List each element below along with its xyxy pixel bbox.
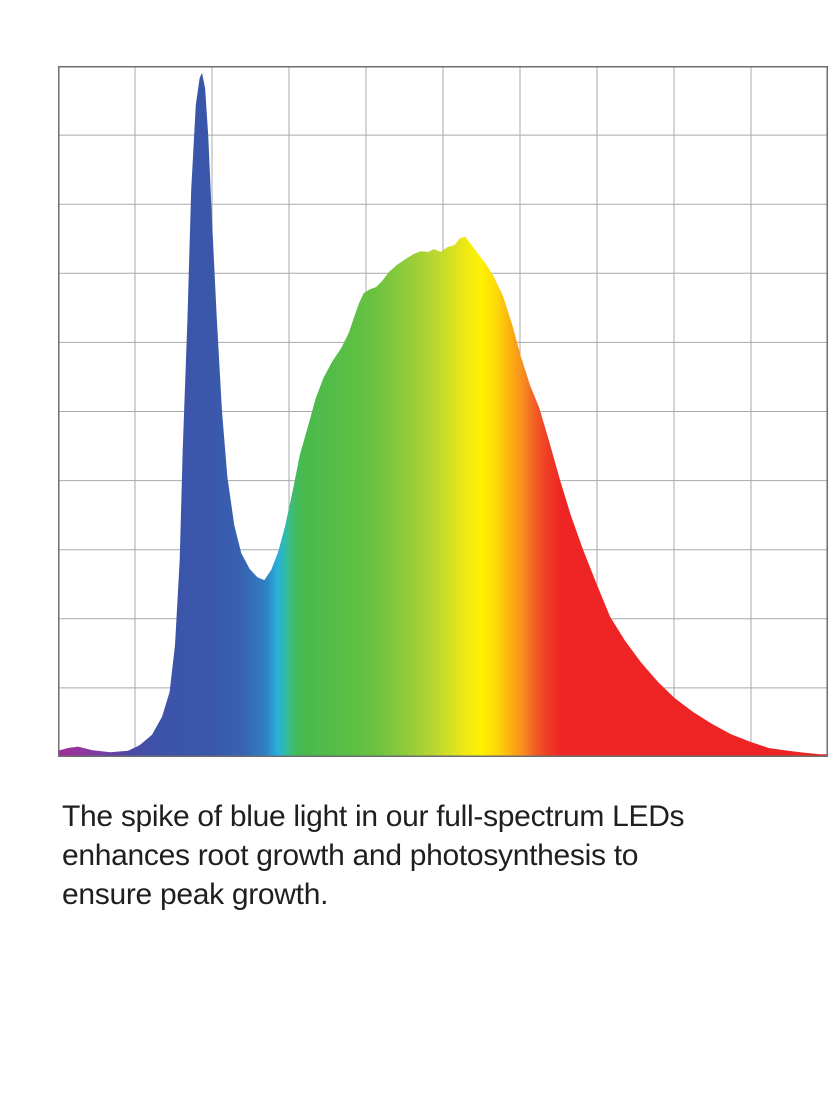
spectrum-chart-svg xyxy=(58,66,828,757)
spectrum-chart xyxy=(58,66,828,757)
chart-frame xyxy=(58,66,828,757)
spectrum-area xyxy=(58,72,828,757)
caption-text: The spike of blue light in our full-spec… xyxy=(62,800,685,911)
